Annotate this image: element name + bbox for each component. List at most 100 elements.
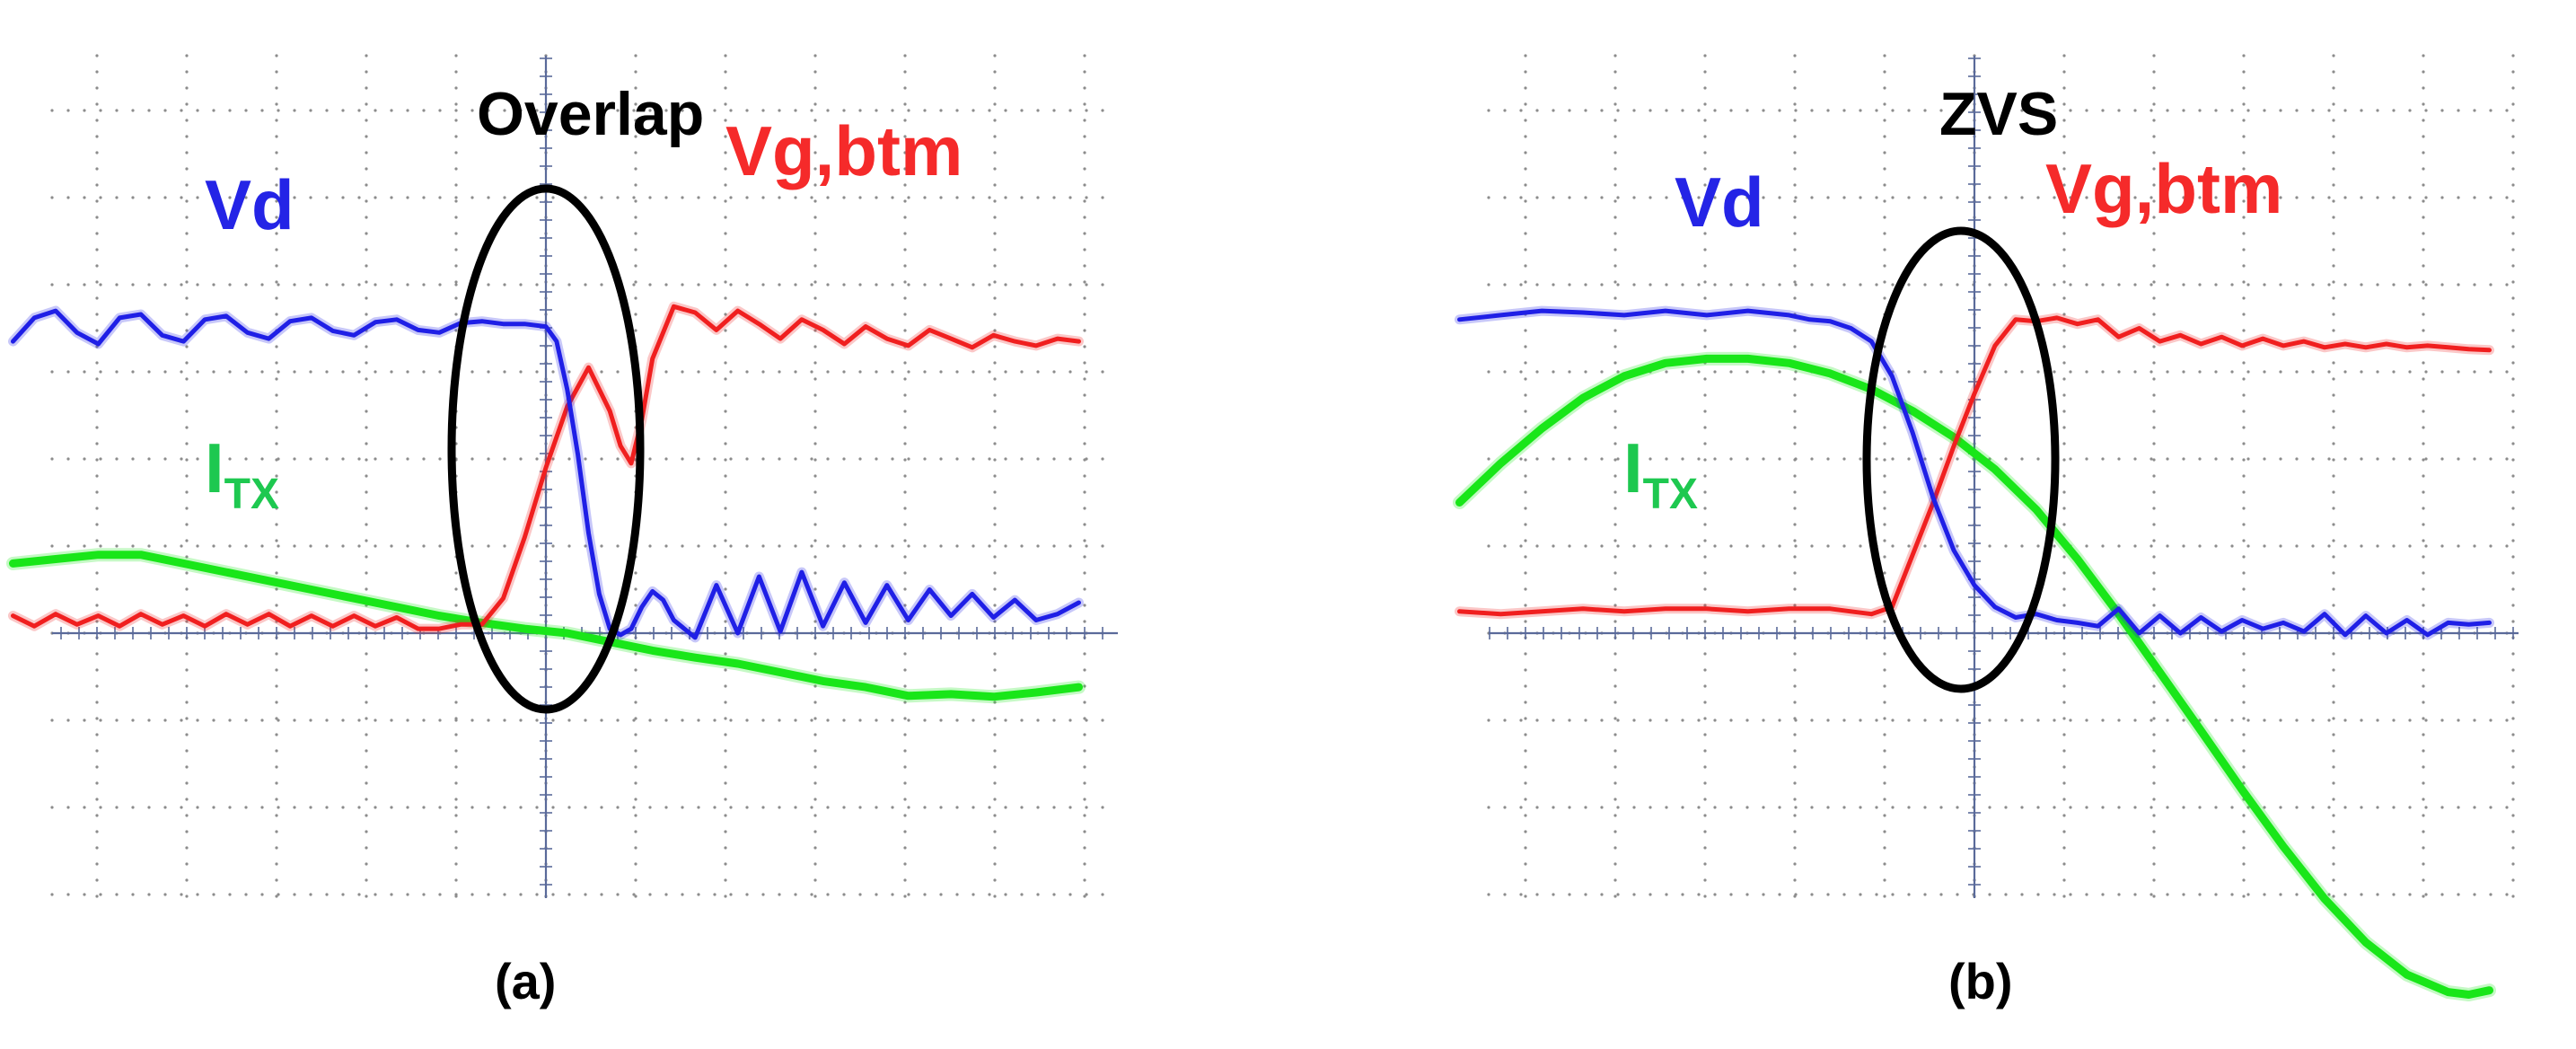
grid-dot [390, 544, 393, 548]
grid-dot [365, 717, 368, 720]
grid-dot [2166, 457, 2169, 461]
grid-dot [180, 283, 183, 286]
grid-dot [185, 490, 189, 494]
grid-dot [2511, 426, 2515, 429]
grid-dot [778, 196, 781, 199]
grid-dot [2422, 523, 2425, 526]
grid-dot [2152, 523, 2156, 526]
grid-dot [2062, 830, 2066, 833]
grid-dot [2062, 523, 2066, 526]
grid-dot [1793, 798, 1797, 801]
grid-dot [2279, 544, 2282, 548]
grid-dot [2053, 283, 2056, 286]
grid-dot [2085, 806, 2088, 809]
grid-dot [2511, 765, 2515, 769]
grid-dot [2279, 718, 2282, 722]
grid-dot [196, 283, 199, 286]
grid-dot [438, 283, 442, 286]
grid-dot [1793, 507, 1797, 510]
grid-dot [1613, 329, 1617, 332]
grid-dot [2062, 119, 2066, 122]
grid-dot [903, 587, 907, 591]
grid-dot [341, 806, 345, 809]
grid-dot [1729, 109, 1733, 112]
grid-dot [761, 196, 765, 199]
grid-dot [365, 151, 368, 154]
grid-dot [2062, 70, 2066, 74]
grid-dot [2062, 555, 2066, 559]
grid-dot [761, 283, 765, 286]
grid-dot [1020, 893, 1024, 896]
grid-dot [988, 806, 991, 809]
grid-dot [2473, 109, 2476, 112]
grid-dot [664, 370, 668, 374]
grid-dot [903, 733, 907, 736]
grid-dot [2004, 544, 2008, 548]
grid-dot [794, 283, 797, 286]
grid-dot [2332, 474, 2335, 478]
grid-dot [66, 806, 70, 809]
grid-dot [95, 684, 99, 688]
grid-dot [1956, 544, 1959, 548]
grid-dot [2117, 806, 2121, 809]
grid-dot [2489, 370, 2492, 374]
grid-dot [2152, 717, 2156, 720]
grid-dot [2424, 893, 2428, 896]
grid-dot [1703, 846, 1707, 850]
grid-dot [2263, 544, 2266, 548]
grid-dot [634, 329, 637, 332]
grid-dot [2332, 539, 2335, 542]
grid-dot [2085, 109, 2088, 112]
grid-dot [196, 893, 199, 896]
grid-dot [1793, 151, 1797, 154]
grid-dot [2036, 283, 2040, 286]
grid-dot [664, 457, 668, 461]
grid-dot [1083, 119, 1086, 122]
grid-dot [794, 457, 797, 461]
grid-dot [907, 457, 910, 461]
grid-dot [1883, 345, 1886, 348]
grid-dot [903, 555, 907, 559]
grid-dot [1923, 457, 1927, 461]
grid-dot [228, 283, 232, 286]
grid-dot [2152, 54, 2156, 57]
grid-dot [1648, 718, 1652, 722]
grid-dot [1613, 587, 1617, 591]
grid-dot [1713, 457, 1717, 461]
grid-dot [903, 652, 907, 656]
grid-dot [2457, 718, 2460, 722]
grid-dot [2242, 442, 2246, 445]
grid-dot [503, 718, 506, 722]
grid-dot [99, 806, 102, 809]
grid-dot [293, 806, 296, 809]
grid-dot [1648, 196, 1652, 199]
series-vd-line [11, 308, 1081, 640]
grid-dot [2152, 684, 2156, 688]
grid-dot [66, 457, 70, 461]
grid-dot [2332, 781, 2335, 785]
grid-dot [2408, 718, 2412, 722]
grid-dot [1794, 718, 1798, 722]
grid-dot [891, 109, 894, 112]
grid-dot [2062, 135, 2066, 138]
grid-dot [275, 571, 278, 575]
grid-dot [275, 280, 278, 284]
grid-dot [2424, 109, 2428, 112]
grid-dot [903, 781, 907, 785]
grid-dot [1524, 684, 1527, 688]
grid-dot [95, 135, 99, 138]
grid-dot [1004, 718, 1007, 722]
grid-dot [454, 196, 458, 199]
grid-dot [2198, 806, 2202, 809]
grid-dot [2360, 718, 2363, 722]
grid-dot [903, 248, 907, 251]
grid-dot [185, 183, 189, 187]
grid-dot [275, 248, 278, 251]
grid-dot [1923, 196, 1927, 199]
grid-dot [1524, 878, 1527, 882]
grid-dot [1524, 862, 1527, 866]
grid-dot [955, 718, 959, 722]
grid-dot [365, 410, 368, 413]
grid-dot [325, 544, 329, 548]
grid-dot [1068, 283, 1072, 286]
